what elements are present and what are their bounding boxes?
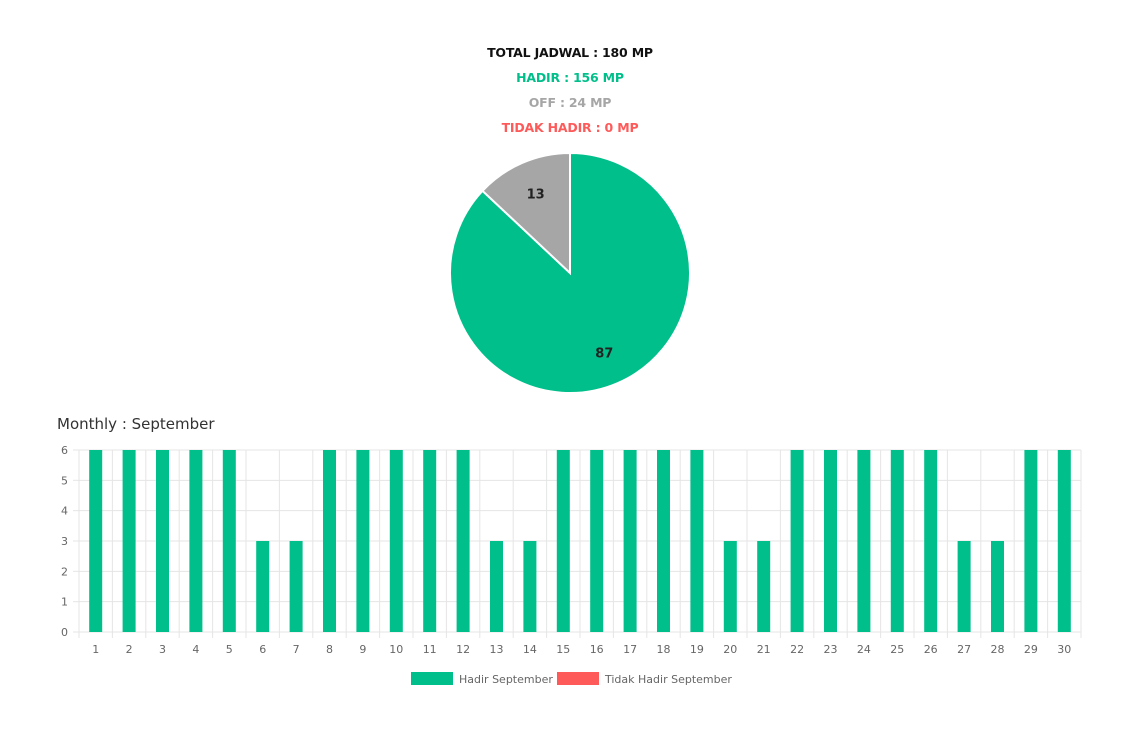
bar-hadir[interactable] [423,450,437,632]
bar-hadir[interactable] [723,541,737,632]
y-tick-label: 2 [61,565,68,578]
x-tick-label: 30 [1057,643,1071,656]
x-tick-label: 29 [1024,643,1038,656]
y-tick-label: 6 [61,444,68,457]
pie-chart: 87 13 [449,151,691,394]
pie-slice-label: 13 [527,188,545,203]
y-tick-label: 4 [61,505,68,518]
x-tick-label: 16 [590,643,604,656]
x-tick-label: 12 [456,643,470,656]
x-tick-label: 27 [957,643,971,656]
bar-hadir[interactable] [356,450,370,632]
pie-slice[interactable] [449,151,691,394]
bar-hadir[interactable] [389,450,403,632]
x-tick-label: 20 [723,643,737,656]
bar-hadir[interactable] [890,450,904,632]
bar-hadir[interactable] [790,450,804,632]
x-tick-label: 11 [423,643,437,656]
x-tick-label: 14 [523,643,537,656]
x-tick-label: 18 [657,643,671,656]
bar-hadir[interactable] [222,450,236,632]
y-tick-label: 3 [61,535,68,548]
y-tick-label: 0 [61,626,68,639]
hadir-text: HADIR : 156 MP [516,70,624,85]
pie-slice[interactable] [481,151,571,276]
x-tick-label: 15 [556,643,570,656]
monthly-title: Monthly : September [57,415,215,433]
off-text: OFF : 24 MP [528,95,612,110]
legend-label[interactable]: Hadir September [459,673,553,686]
x-tick-label: 13 [490,643,504,656]
x-tick-label: 5 [226,643,233,656]
x-tick-label: 23 [824,643,838,656]
x-tick-label: 10 [389,643,403,656]
bar-hadir[interactable] [757,541,771,632]
x-tick-label: 17 [623,643,637,656]
bar-hadir[interactable] [924,450,938,632]
x-tick-label: 7 [293,643,300,656]
x-tick-label: 24 [857,643,871,656]
x-tick-label: 19 [690,643,704,656]
bar-hadir[interactable] [857,450,871,632]
y-tick-label: 5 [61,474,68,487]
bar-hadir[interactable] [1024,450,1038,632]
legend-label[interactable]: Tidak Hadir September [604,673,732,686]
x-tick-label: 22 [790,643,804,656]
x-tick-label: 6 [259,643,266,656]
bar-hadir[interactable] [991,541,1004,632]
bar-hadir[interactable] [590,450,604,632]
x-tick-label: 8 [326,643,333,656]
legend-swatch[interactable] [557,672,599,685]
x-tick-label: 25 [890,643,904,656]
bar-hadir[interactable] [523,541,537,632]
bar-hadir[interactable] [1057,450,1071,632]
x-tick-label: 21 [757,643,771,656]
bar-hadir[interactable] [289,541,303,632]
x-tick-label: 4 [192,643,199,656]
x-tick-label: 1 [92,643,99,656]
bar-hadir[interactable] [256,541,270,632]
total-jadwal-text: TOTAL JADWAL : 180 MP [487,45,653,60]
x-tick-label: 28 [991,643,1005,656]
pie-slice-label: 87 [595,346,613,361]
bar-hadir[interactable] [456,450,470,632]
x-tick-label: 3 [159,643,166,656]
bar-hadir[interactable] [824,450,837,632]
bar-hadir[interactable] [623,450,637,632]
x-tick-label: 26 [924,643,938,656]
bar-hadir[interactable] [690,450,704,632]
bar-hadir[interactable] [122,450,136,632]
bar-hadir[interactable] [156,450,169,632]
bar-hadir[interactable] [556,450,570,632]
bar-hadir[interactable] [89,450,103,632]
y-tick-label: 1 [61,596,68,609]
bar-hadir[interactable] [957,541,971,632]
legend-swatch[interactable] [411,672,453,685]
summary-block: TOTAL JADWAL : 180 MP HADIR : 156 MP OFF… [0,40,1140,140]
bar-hadir[interactable] [490,541,503,632]
x-tick-label: 2 [126,643,133,656]
bar-hadir[interactable] [657,450,670,632]
tidak-hadir-text: TIDAK HADIR : 0 MP [501,120,639,135]
bar-hadir[interactable] [323,450,336,632]
bar-hadir[interactable] [189,450,203,632]
x-tick-label: 9 [359,643,366,656]
